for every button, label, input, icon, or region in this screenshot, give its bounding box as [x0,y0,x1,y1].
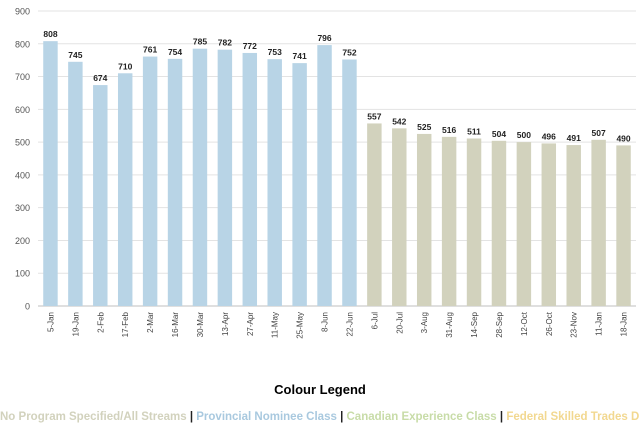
legend-item-federal-skilled-trades: Federal Skilled Trades Draw [506,411,640,423]
y-tick-label: 800 [15,39,30,49]
bar [392,128,407,306]
x-tick-label: 2-Mar [146,312,155,333]
legend-item-no-program: No Program Specified/All Streams [0,411,187,423]
bar [142,56,158,306]
bar [491,140,507,306]
legend-item-provincial-nominee: Provincial Nominee Class [196,411,337,423]
data-label: 496 [542,131,556,141]
data-label: 772 [243,41,257,51]
y-tick-label: 300 [15,203,30,213]
x-tick-label: 5-Jan [46,312,55,332]
data-label: 490 [616,133,630,143]
x-tick-label: 8-Jun [321,312,330,332]
data-label: 504 [492,129,506,139]
x-tick-label: 26-Oct [545,311,554,336]
x-tick-label: 31-Aug [445,312,454,338]
x-tick-label: 23-Nov [570,312,579,338]
data-label: 542 [392,116,406,126]
data-label: 754 [168,47,182,57]
x-tick-label: 30-Mar [196,312,205,338]
data-label: 491 [567,133,581,143]
x-tick-label: 17-Feb [121,311,130,337]
y-tick-label: 500 [15,138,30,148]
bar [441,136,457,306]
data-label: 785 [193,37,207,47]
bar [242,52,258,307]
y-tick-label: 400 [15,170,30,180]
legend-separator: | [340,411,344,423]
bar [267,59,282,306]
x-tick-label: 11-Jan [595,312,604,336]
bar [167,58,183,306]
bar [616,145,631,306]
data-label: 674 [93,73,107,83]
x-tick-label: 2-Feb [96,311,105,332]
data-labels: 808 745 674 710 761 754 785 782 772 753 741 796 752 5… [43,29,631,143]
bar [591,139,606,306]
data-label: 741 [293,51,307,61]
bar [466,138,482,306]
data-label: 761 [143,45,157,55]
data-label: 516 [442,125,456,135]
y-axis: 0 100 200 300 400 500 600 700 800 900 [15,7,30,312]
bar [367,123,382,306]
x-tick-label: 20-Jul [395,312,404,334]
x-tick-label: 22-Jun [345,312,354,336]
data-label: 745 [68,50,82,60]
x-tick-label: 25-May [296,312,305,339]
data-label: 710 [118,61,132,71]
bar [43,41,58,307]
data-label: 808 [43,29,57,39]
bar [516,142,532,306]
data-label: 753 [268,47,282,57]
data-label: 525 [417,122,431,132]
y-tick-label: 600 [15,105,30,115]
bar [566,145,581,306]
legend-separator: | [499,411,504,423]
x-tick-label: 19-Jan [71,312,80,336]
legend: No Program Specified/All Streams | Provi… [0,411,640,423]
y-tick-label: 700 [15,72,30,82]
y-tick-label: 200 [15,236,30,246]
data-label: 796 [317,33,331,43]
bar [192,48,208,306]
x-tick-label: 13-Apr [221,312,230,336]
x-axis: 5-Jan 19-Jan 2-Feb 17-Feb 2-Mar 16-Mar 30-Mar 1… [46,311,628,338]
bar [541,143,557,306]
x-tick-label: 6-Jul [370,312,379,330]
data-label: 511 [467,127,481,137]
bar [217,49,233,307]
y-tick-label: 100 [15,269,30,279]
data-label: 500 [517,130,531,140]
gridlines [38,10,636,307]
bar [416,133,432,306]
data-label: 557 [367,111,381,121]
bar [117,73,133,307]
bar [292,63,307,306]
x-tick-label: 12-Oct [520,311,529,336]
y-tick-label: 900 [15,7,30,17]
bars [43,41,631,307]
bar-chart: 0 100 200 300 400 500 600 700 800 900 808 745 674 71… [15,7,636,339]
bar [342,59,357,307]
x-tick-label: 3-Aug [420,312,429,333]
data-label: 752 [342,48,356,58]
bar [317,45,332,306]
legend-title: Colour Legend [274,382,366,397]
legend-item-canadian-experience: Canadian Experience Class [346,411,497,423]
x-tick-label: 18-Jan [620,312,629,336]
data-label: 782 [218,38,232,48]
y-tick-label: 0 [25,302,30,312]
x-tick-label: 16-Mar [171,312,180,338]
x-tick-label: 27-Apr [246,312,255,336]
x-tick-label: 14-Sep [470,311,479,337]
bar [93,85,108,306]
data-label: 507 [592,128,606,138]
bar [68,61,83,306]
x-tick-label: 28-Sep [495,311,504,337]
x-tick-label: 11-May [271,312,280,338]
legend-separator: | [189,411,194,423]
